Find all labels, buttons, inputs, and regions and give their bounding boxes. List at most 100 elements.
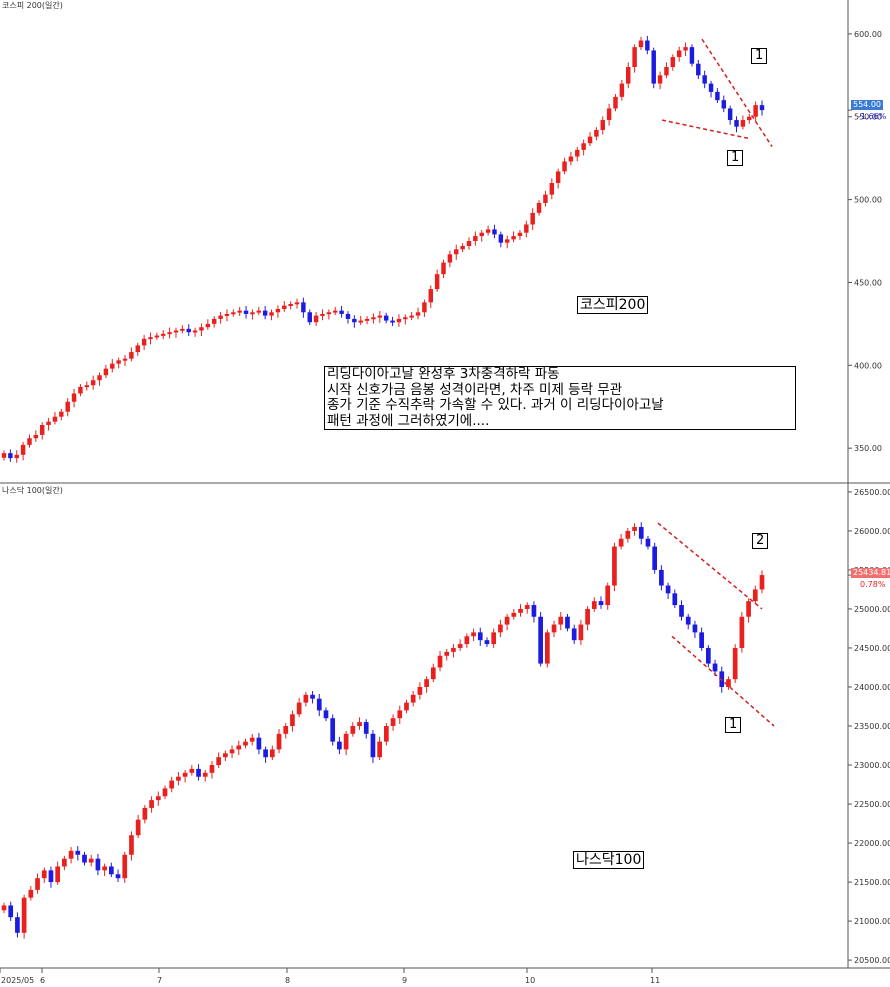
- candle: [466, 241, 472, 246]
- candle: [182, 772, 188, 777]
- candle: [390, 320, 395, 323]
- candle: [52, 416, 58, 422]
- candle: [224, 313, 230, 316]
- candle: [28, 889, 34, 898]
- candle: [62, 858, 67, 867]
- nasdaq-last-price: 25434.81: [851, 568, 890, 578]
- y-tick-label: 23500.00: [854, 722, 890, 731]
- candle: [332, 310, 338, 313]
- candle: [149, 800, 154, 808]
- candle: [434, 274, 440, 290]
- y-tick-label: 450.00: [854, 278, 882, 287]
- candle: [591, 601, 597, 609]
- candle: [538, 616, 543, 664]
- candle: [363, 722, 369, 734]
- candle: [734, 120, 739, 127]
- candle: [122, 854, 128, 879]
- x-tick-label: 2025/05: [1, 976, 34, 985]
- candle: [275, 308, 281, 313]
- candle: [256, 737, 262, 750]
- candle: [645, 538, 651, 547]
- y-tick-label: 22500.00: [854, 800, 890, 809]
- candle: [46, 421, 51, 425]
- candle: [551, 624, 557, 633]
- candle: [712, 663, 718, 672]
- candle: [390, 718, 396, 726]
- candle: [746, 601, 751, 617]
- candle: [122, 358, 128, 361]
- candle: [243, 741, 248, 746]
- candle: [343, 733, 349, 750]
- candle: [415, 312, 421, 316]
- candle: [148, 337, 153, 340]
- trendline-upper: [657, 522, 763, 610]
- y-tick-label: 24000.00: [854, 683, 890, 692]
- y-tick-label: 400.00: [854, 361, 882, 370]
- candle: [189, 768, 195, 773]
- y-tick-label: 26500.00: [854, 488, 890, 497]
- y-tick-label: 22000.00: [854, 839, 890, 848]
- candle: [464, 636, 470, 645]
- x-tick-label: 9: [402, 976, 407, 985]
- candle: [555, 171, 561, 184]
- candle: [250, 312, 255, 315]
- candle: [65, 401, 70, 412]
- candle: [35, 878, 40, 890]
- candle: [296, 702, 302, 715]
- candle: [8, 905, 14, 918]
- candle: [536, 202, 542, 213]
- candle: [447, 254, 453, 263]
- candle: [451, 647, 456, 652]
- candle: [229, 749, 235, 754]
- candle: [498, 624, 503, 633]
- candle: [491, 632, 497, 645]
- trendline-lower: [661, 119, 749, 140]
- candle: [231, 312, 236, 315]
- candle: [75, 850, 81, 855]
- candle: [294, 302, 300, 305]
- candle: [142, 807, 148, 820]
- candle: [605, 585, 611, 606]
- candle: [103, 368, 109, 376]
- candle: [155, 796, 161, 801]
- candle: [283, 726, 289, 734]
- note-line-4: 패턴 과정에 그러하였기에....: [327, 412, 490, 429]
- candle: [282, 305, 287, 309]
- candle: [581, 143, 586, 150]
- candle: [310, 694, 315, 699]
- candle: [632, 527, 637, 531]
- candle: [48, 870, 54, 883]
- nasdaq-last-change: 0.78%: [860, 580, 886, 589]
- candle: [154, 335, 160, 338]
- annotation-note: 리딩다이아고날 완성후 3차충격하락 파동 시작 신호가금 음봉 성격이라면, …: [324, 366, 796, 430]
- candle: [110, 363, 115, 369]
- candle: [21, 897, 27, 933]
- candle: [485, 229, 491, 233]
- candle: [664, 67, 669, 76]
- candle: [339, 310, 344, 314]
- candle: [618, 538, 624, 547]
- candle: [606, 108, 612, 121]
- candle: [301, 302, 306, 313]
- candle: [454, 249, 459, 255]
- candle: [430, 667, 436, 680]
- candle: [613, 96, 618, 109]
- candle: [141, 338, 147, 346]
- candle: [626, 67, 631, 84]
- candle: [403, 317, 408, 320]
- candle: [575, 149, 580, 157]
- x-tick-label: 7: [157, 976, 162, 985]
- y-tick-label: 600.00: [854, 30, 882, 39]
- candle: [511, 612, 517, 617]
- candle: [657, 75, 663, 84]
- candle: [262, 310, 268, 316]
- candle: [167, 332, 172, 335]
- candle: [169, 780, 175, 789]
- nasdaq-title: 나스닥100: [573, 851, 645, 869]
- candle: [652, 546, 658, 570]
- candle: [732, 647, 738, 680]
- candle: [460, 246, 465, 250]
- candle: [689, 47, 695, 64]
- candle: [457, 644, 463, 648]
- note-line-2: 시작 신호가금 음봉 성격이라면, 차주 미제 등락 무관: [327, 381, 623, 398]
